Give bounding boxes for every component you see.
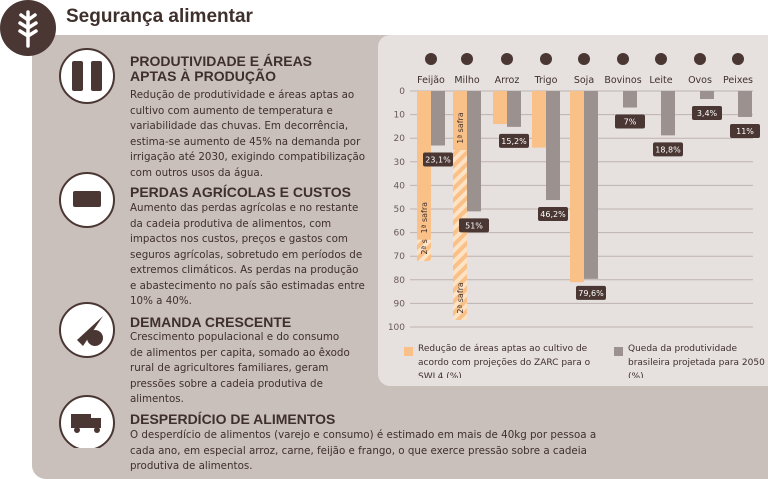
value-label: 18,8%	[655, 145, 681, 154]
category-icon	[461, 53, 473, 65]
y-tick-label: 70	[394, 252, 406, 262]
segment-label: 1ª safra	[456, 112, 465, 144]
x-tick-label: Peixes	[723, 75, 753, 86]
x-tick-label: Feijão	[417, 75, 445, 86]
legend-entry: Redução de áreas aptas ao cultivo de aco…	[418, 344, 591, 378]
category-icon	[617, 53, 629, 65]
bar	[661, 91, 675, 136]
y-tick-label: 80	[394, 276, 406, 286]
page-title: Segurança alimentar	[66, 6, 253, 27]
legend-label: Queda da produtividade brasileira projet…	[628, 344, 765, 378]
value-label-box	[615, 114, 645, 129]
value-label: 51%	[465, 221, 483, 230]
x-tick-label: Arroz	[495, 75, 520, 86]
value-label-box	[459, 218, 489, 233]
legend-swatch	[404, 347, 413, 356]
section-text: Aumento das perdas agrícolas e no restan…	[130, 202, 365, 307]
bar	[467, 91, 481, 212]
legend-swatch	[614, 347, 623, 356]
x-tick-label: Ovos	[688, 75, 712, 86]
category-icon	[540, 53, 552, 65]
section-title: PRODUTIVIDADE E ÁREAS APTAS À PRODUÇÃO	[130, 53, 313, 84]
y-tick-label: 50	[394, 205, 406, 215]
value-label: 15,2%	[501, 137, 527, 146]
category-icon	[425, 53, 437, 65]
value-label: 79,6%	[578, 289, 604, 298]
section-title: PERDAS AGRÍCOLAS E CUSTOS	[130, 184, 351, 200]
y-tick-label: 60	[394, 229, 406, 239]
x-tick-label: Bovinos	[604, 75, 641, 86]
value-label: 23,1%	[425, 156, 451, 165]
value-label-box	[576, 285, 606, 300]
value-label-box	[423, 152, 453, 167]
bar	[493, 91, 507, 125]
bar	[453, 91, 467, 150]
section-text: Redução de produtividade e áreas aptas a…	[130, 89, 366, 179]
segment-label: 2ª safra	[456, 282, 465, 314]
bar	[532, 91, 546, 148]
bar	[431, 91, 445, 146]
bar	[700, 91, 714, 100]
y-tick-label: 10	[394, 111, 406, 121]
value-label-box	[499, 133, 529, 148]
value-label-box	[730, 123, 760, 138]
bottom-panel	[32, 386, 768, 479]
value-label-box	[692, 106, 722, 121]
y-tick-label: 90	[394, 299, 406, 309]
y-tick-label: 100	[388, 323, 405, 333]
x-tick-label: Soja	[574, 75, 594, 86]
value-label: 11%	[736, 127, 754, 136]
section-text: O desperdício de alimentos (varejo e con…	[130, 429, 597, 472]
value-label-box	[653, 142, 683, 157]
category-icon	[501, 53, 513, 65]
y-tick-label: 0	[399, 87, 405, 97]
x-tick-label: Milho	[454, 75, 479, 86]
legend-entry: Queda da produtividade brasileira projet…	[628, 344, 765, 378]
x-tick-label: Leite	[649, 75, 672, 86]
bar	[738, 91, 752, 117]
section-title: DEMANDA CRESCENTE	[130, 314, 292, 330]
legend-label: Redução de áreas aptas ao cultivo de aco…	[418, 344, 591, 378]
bar	[623, 91, 637, 108]
segment-label: 1ª safra	[420, 202, 429, 234]
value-label: 46,2%	[540, 210, 566, 219]
section-title: DESPERDÍCIO DE ALIMENTOS	[130, 411, 336, 427]
bar	[546, 91, 560, 201]
category-icon	[578, 53, 590, 65]
bar	[507, 91, 521, 127]
value-label: 7%	[624, 118, 637, 127]
category-icon	[732, 53, 744, 65]
y-tick-label: 20	[394, 134, 406, 144]
section-icons	[59, 48, 115, 448]
bar	[570, 91, 584, 283]
category-icon	[694, 53, 706, 65]
y-tick-label: 40	[394, 181, 406, 191]
chart: 0 10 20 30 40 50 60 70 80 90 100 Feijão 2ª safra 1ª s…	[388, 53, 765, 378]
x-tick-label: Trigo	[534, 75, 558, 86]
y-tick-label: 30	[394, 158, 406, 168]
section-text: Crescimento populacional e do consumo de…	[130, 331, 350, 405]
logo	[0, 0, 56, 56]
value-label-box	[538, 207, 568, 222]
value-label: 3,4%	[697, 109, 718, 118]
category-icon	[655, 53, 667, 65]
bar	[584, 91, 598, 279]
